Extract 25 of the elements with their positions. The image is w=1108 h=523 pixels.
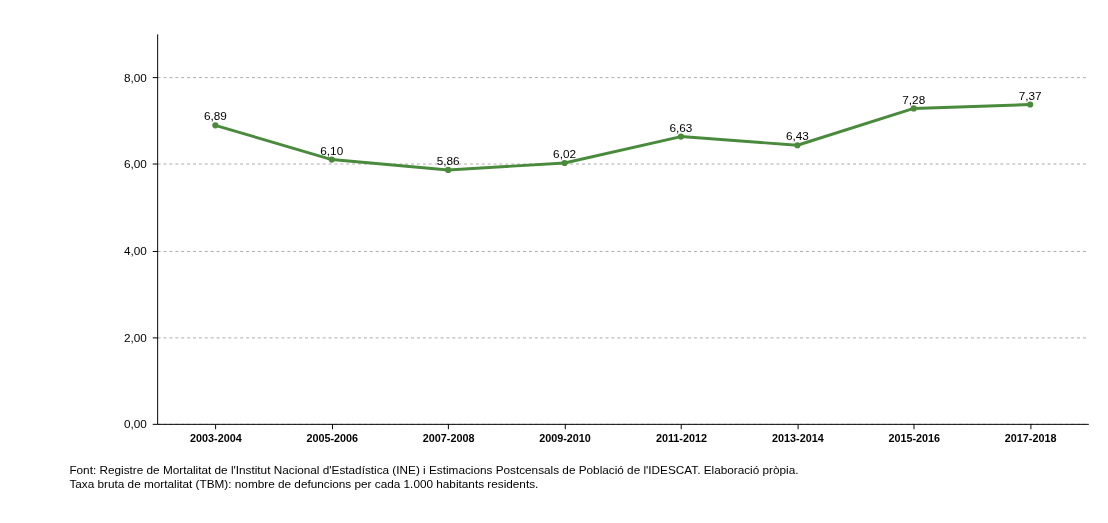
y-tick-label: 4,00 — [123, 243, 148, 257]
x-tick-label: 2011-2012 — [655, 432, 707, 445]
x-tick-label: 2005-2006 — [306, 432, 359, 445]
x-tick-label: 2017-2018 — [1004, 432, 1057, 445]
x-tick-label: 2007-2008 — [422, 432, 475, 445]
data-label: 6,89 — [203, 109, 227, 123]
text: Taxa bruta de mortalitat (TBM): nombre de defuncions per cada 1.000 habitants residents. — [69, 476, 539, 490]
data-label: 6,02 — [553, 147, 577, 161]
data-label: 6,10 — [320, 143, 344, 157]
point — [212, 122, 219, 129]
x-tick-label: 2013-2014 — [772, 432, 824, 445]
x-tick-label: 2003-2004 — [190, 432, 242, 445]
data-label: 5,86 — [436, 154, 461, 168]
x-tick-label: 2015-2016 — [888, 432, 941, 445]
text: Font: Registre de Mortalitat de l'Institut Nacional d'Estadística (INE) i Estimacions Postcensals de Població de l'IDESCAT. Elaboració pròpia. — [69, 462, 799, 476]
point — [794, 142, 801, 149]
y-tick-label: 8,00 — [123, 70, 148, 84]
data-label: 6,43 — [785, 129, 810, 143]
y-tick-label: 0,00 — [123, 417, 148, 431]
data-label: 7,28 — [902, 92, 926, 106]
y-tick-label: 2,00 — [123, 330, 148, 344]
data-label: 7,37 — [1018, 88, 1042, 102]
y-tick-label: 6,00 — [123, 157, 148, 171]
x-tick-label: 2009-2010 — [539, 432, 591, 445]
data-label: 6,63 — [669, 120, 693, 134]
